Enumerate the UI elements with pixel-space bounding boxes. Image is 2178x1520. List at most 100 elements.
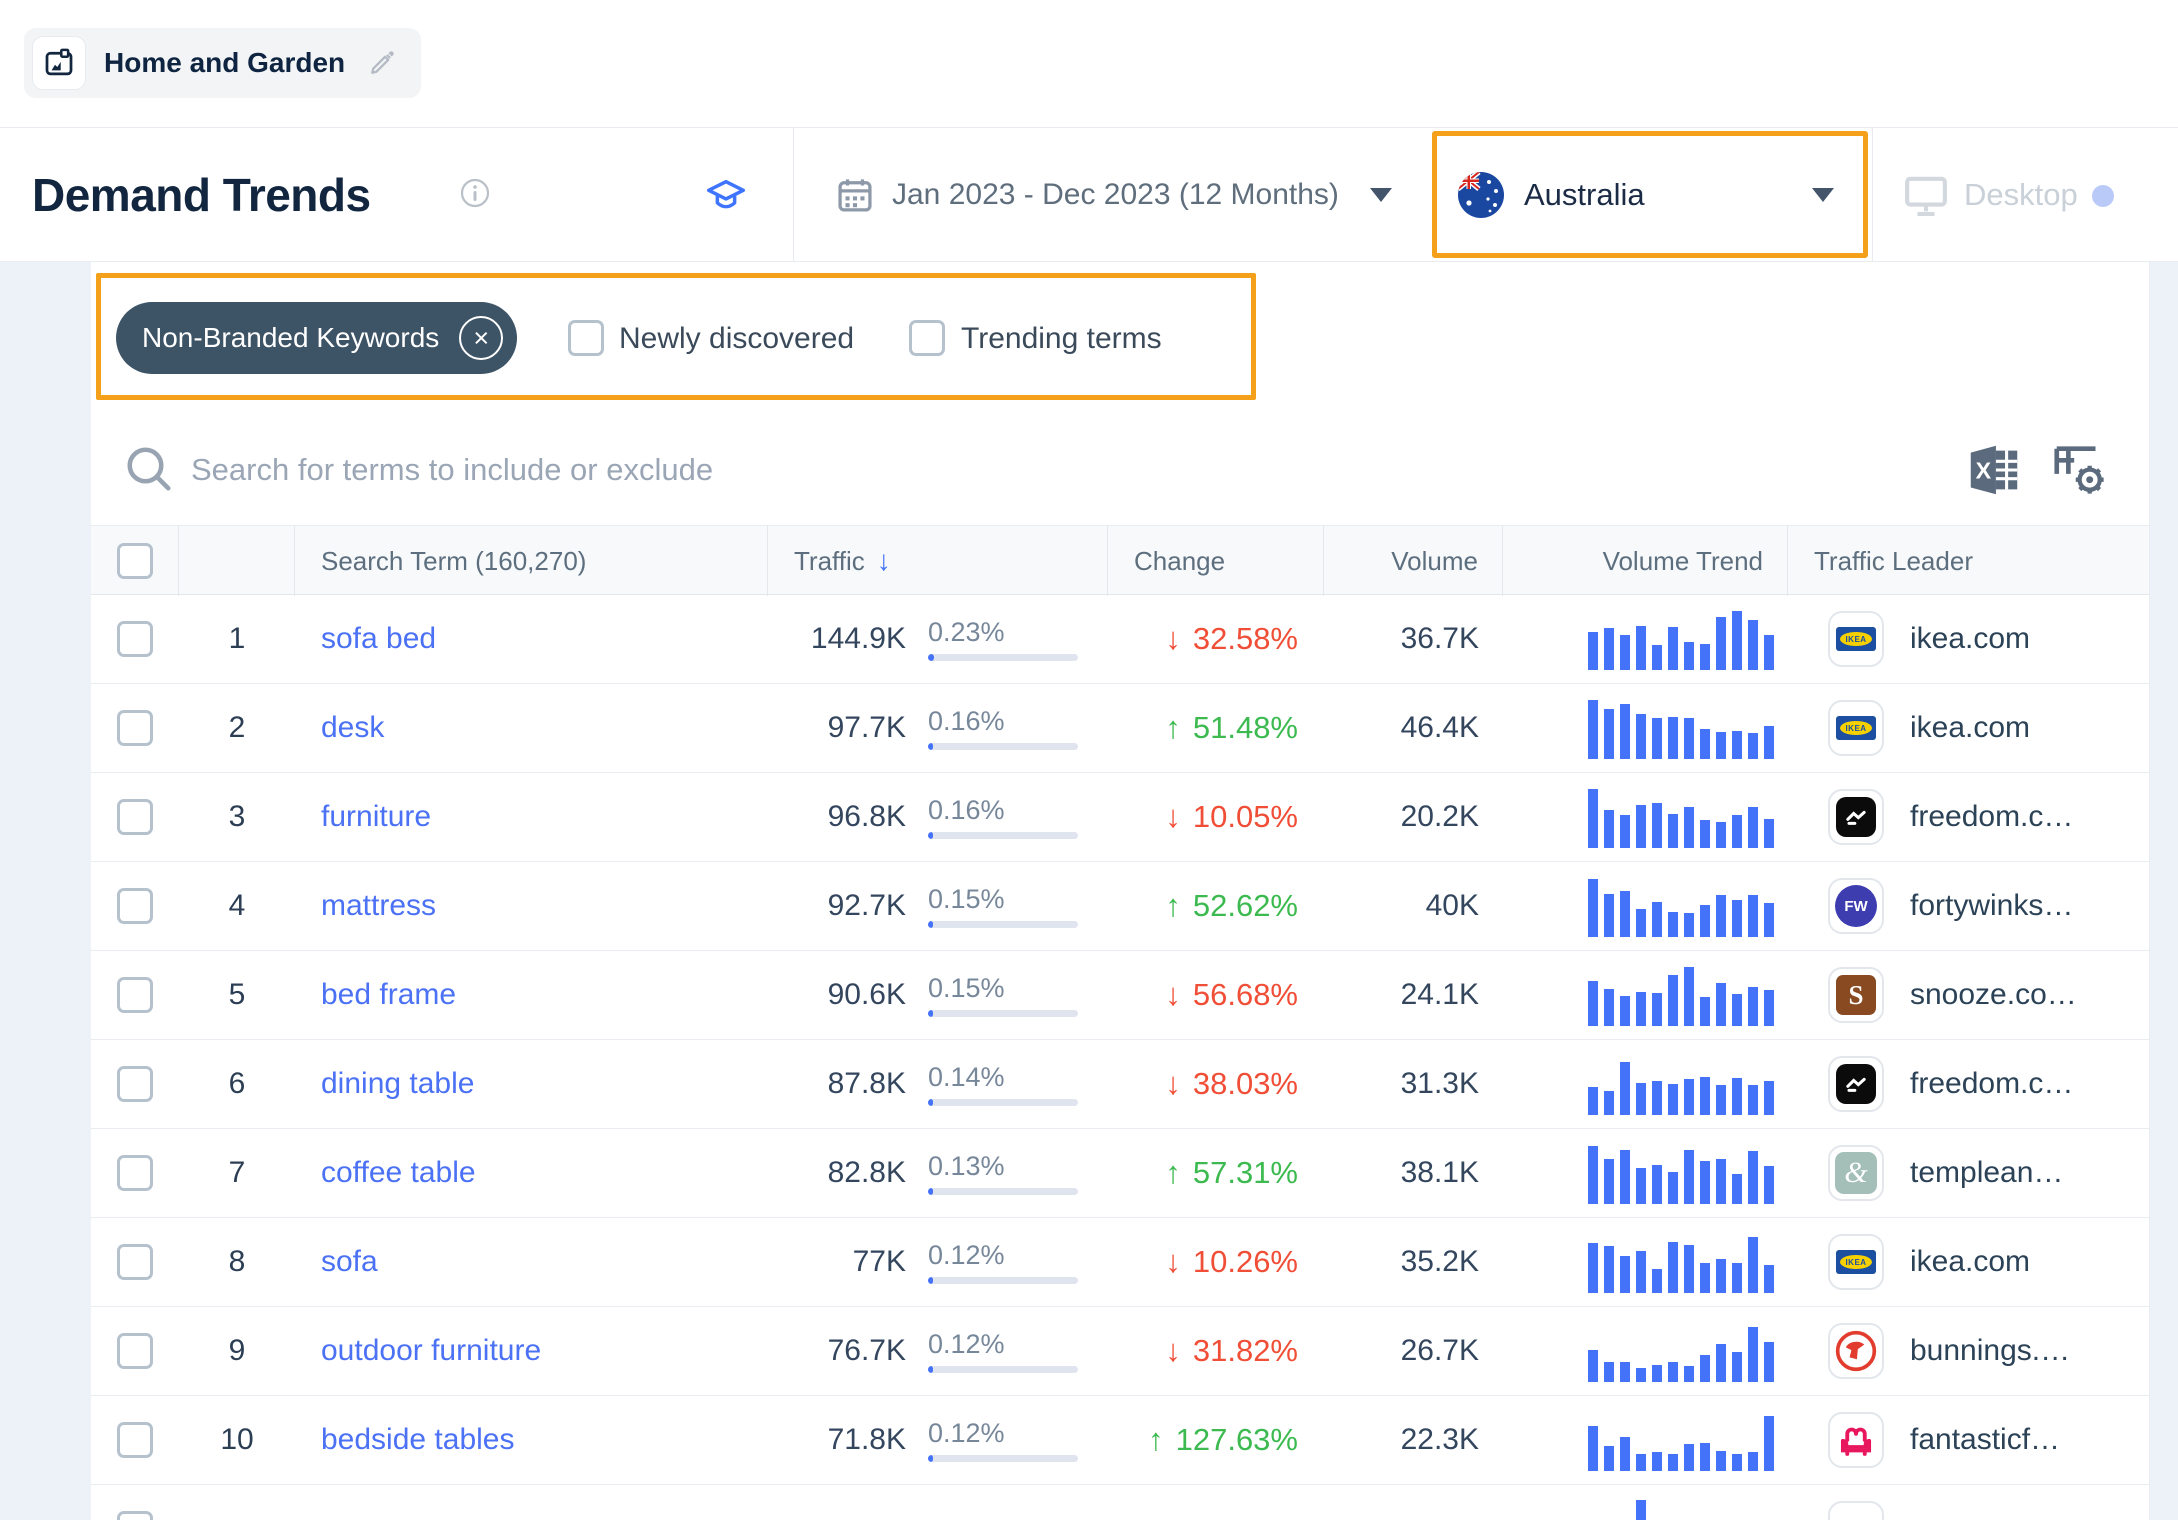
row-rank: 9 (228, 1334, 246, 1367)
trending-terms-checkbox[interactable] (909, 320, 945, 356)
column-header-traffic[interactable]: Traffic ↓ (768, 526, 1108, 596)
search-term-link[interactable]: outdoor furniture (321, 1334, 542, 1367)
volume-value: 40K (1425, 889, 1479, 922)
row-rank: 10 (220, 1423, 254, 1456)
search-term-link[interactable]: bedside tables (321, 1423, 515, 1456)
education-cap-icon[interactable] (704, 173, 748, 222)
close-x-icon[interactable]: × (459, 316, 504, 360)
header-divider (793, 128, 794, 262)
chevron-down-icon[interactable] (1812, 188, 1834, 202)
row-checkbox[interactable] (117, 1244, 153, 1280)
annotation-highlight-country (1432, 131, 1868, 258)
country-selector-label[interactable]: Australia (1524, 177, 1645, 212)
traffic-leader-domain: bunnings.… (1910, 1334, 2071, 1367)
status-dot-icon[interactable] (2092, 185, 2114, 207)
volume-trend-chart (1588, 1231, 1774, 1293)
row-checkbox[interactable] (117, 799, 153, 835)
info-icon[interactable] (460, 178, 490, 213)
traffic-share-bar (928, 921, 1078, 928)
traffic-value: 96.8K (827, 800, 906, 833)
table-row: 3 furniture 96.8K 0.16% ↓ 10.05% 20.2K fr… (91, 773, 2149, 862)
newly-discovered-checkbox[interactable] (568, 320, 604, 356)
date-range-selector-label[interactable]: Jan 2023 - Dec 2023 (12 Months) (892, 178, 1339, 211)
change-value: ↑ 52.62% (1165, 888, 1298, 923)
volume-trend-chart (1588, 1409, 1774, 1471)
table-row: 1 sofa bed 144.9K 0.23% ↓ 32.58% 36.7K IK… (91, 595, 2149, 684)
column-header-traffic-leader[interactable]: Traffic Leader (1814, 545, 1973, 576)
search-term-link[interactable]: desk (321, 711, 385, 744)
volume-value: 24.1K (1400, 978, 1479, 1011)
traffic-value: 90.6K (827, 978, 906, 1011)
traffic-leader-domain: fantasticf… (1910, 1423, 2061, 1456)
volume-trend-chart (1588, 964, 1774, 1026)
traffic-share-bar (928, 1188, 1078, 1195)
device-toggle-label[interactable]: Desktop (1964, 177, 2078, 212)
volume-trend-chart (1588, 1498, 1774, 1520)
search-input[interactable] (191, 415, 1691, 525)
traffic-share: 0.12% (928, 1240, 1005, 1270)
search-term-link[interactable]: dining table (321, 1067, 475, 1100)
excel-export-icon[interactable]: X (1963, 439, 2025, 506)
search-section: X (91, 415, 2149, 525)
traffic-leader-favicon: IKEA (1828, 611, 1884, 667)
traffic-share: 0.14% (928, 1062, 1005, 1092)
row-checkbox[interactable] (117, 888, 153, 924)
row-checkbox[interactable] (117, 621, 153, 657)
column-header-volume[interactable]: Volume (1324, 526, 1503, 596)
traffic-value: 92.7K (827, 889, 906, 922)
svg-text:X: X (1976, 458, 1992, 484)
column-header-change[interactable]: Change (1108, 526, 1324, 596)
change-value: ↑ 57.31% (1165, 1155, 1298, 1190)
search-term-link[interactable]: sofa (321, 1245, 378, 1278)
search-term-link[interactable]: sofa bed (321, 622, 437, 655)
traffic-value: 144.9K (810, 622, 906, 655)
change-arrow-icon: ↑ (1165, 710, 1181, 745)
table-row: 8 sofa 77K 0.12% ↓ 10.26% 35.2K IKEA ikea… (91, 1218, 2149, 1307)
volume-value: 38.1K (1400, 1156, 1479, 1189)
chevron-down-icon[interactable] (1370, 188, 1392, 202)
category-chip[interactable]: Home and Garden (24, 28, 422, 98)
traffic-leader-favicon (1828, 1323, 1884, 1379)
column-header-search-term[interactable]: Search Term (160,270) (295, 526, 768, 596)
traffic-leader-favicon (1828, 1412, 1884, 1468)
content-card: Non-Branded Keywords × Newly discovered … (90, 262, 2150, 1520)
search-term-link[interactable]: bed frame (321, 978, 457, 1011)
volume-value: 22.3K (1400, 1423, 1479, 1456)
search-term-link[interactable]: coffee table (321, 1156, 476, 1189)
row-checkbox[interactable] (117, 710, 153, 746)
volume-trend-chart (1588, 786, 1774, 848)
volume-value: 36.7K (1400, 622, 1479, 655)
select-all-checkbox[interactable] (116, 543, 153, 579)
change-value: ↓ 38.03% (1165, 1066, 1298, 1101)
row-rank: 5 (228, 978, 246, 1011)
sort-desc-icon[interactable]: ↓ (876, 545, 891, 576)
change-arrow-icon: ↓ (1165, 977, 1181, 1012)
traffic-leader-favicon: IKEA (1828, 700, 1884, 756)
traffic-share: 0.12% (928, 1418, 1005, 1448)
traffic-value: 71.8K (827, 1423, 906, 1456)
row-checkbox[interactable] (117, 1333, 153, 1369)
row-rank: 2 (228, 711, 246, 744)
row-rank: 4 (228, 889, 246, 922)
volume-trend-chart (1588, 875, 1774, 937)
traffic-share: 0.13% (928, 1151, 1005, 1181)
table-row: 10 bedside tables 71.8K 0.12% ↑ 127.63% 2… (91, 1396, 2149, 1485)
table-settings-icon[interactable] (2049, 439, 2111, 506)
column-header-volume-trend[interactable]: Volume Trend (1503, 526, 1788, 596)
desktop-monitor-icon (1902, 172, 1950, 225)
search-term-link[interactable]: mattress (321, 889, 437, 922)
row-checkbox[interactable] (117, 1422, 153, 1458)
edit-pencil-icon[interactable] (367, 48, 397, 78)
traffic-leader-domain: fortywinks… (1910, 889, 2074, 922)
page-title: Demand Trends (32, 169, 371, 221)
row-checkbox[interactable] (117, 1155, 153, 1191)
row-checkbox[interactable] (117, 1511, 153, 1520)
traffic-leader-domain: snooze.co… (1910, 978, 2077, 1011)
search-term-link[interactable]: furniture (321, 800, 432, 833)
traffic-share-bar (928, 654, 1078, 661)
row-checkbox[interactable] (117, 977, 153, 1013)
traffic-leader-domain: ikea.com (1910, 711, 2031, 744)
active-filter-chip[interactable]: Non-Branded Keywords × (116, 302, 518, 374)
row-checkbox[interactable] (117, 1066, 153, 1102)
filters-section: Non-Branded Keywords × Newly discovered … (91, 262, 2149, 415)
